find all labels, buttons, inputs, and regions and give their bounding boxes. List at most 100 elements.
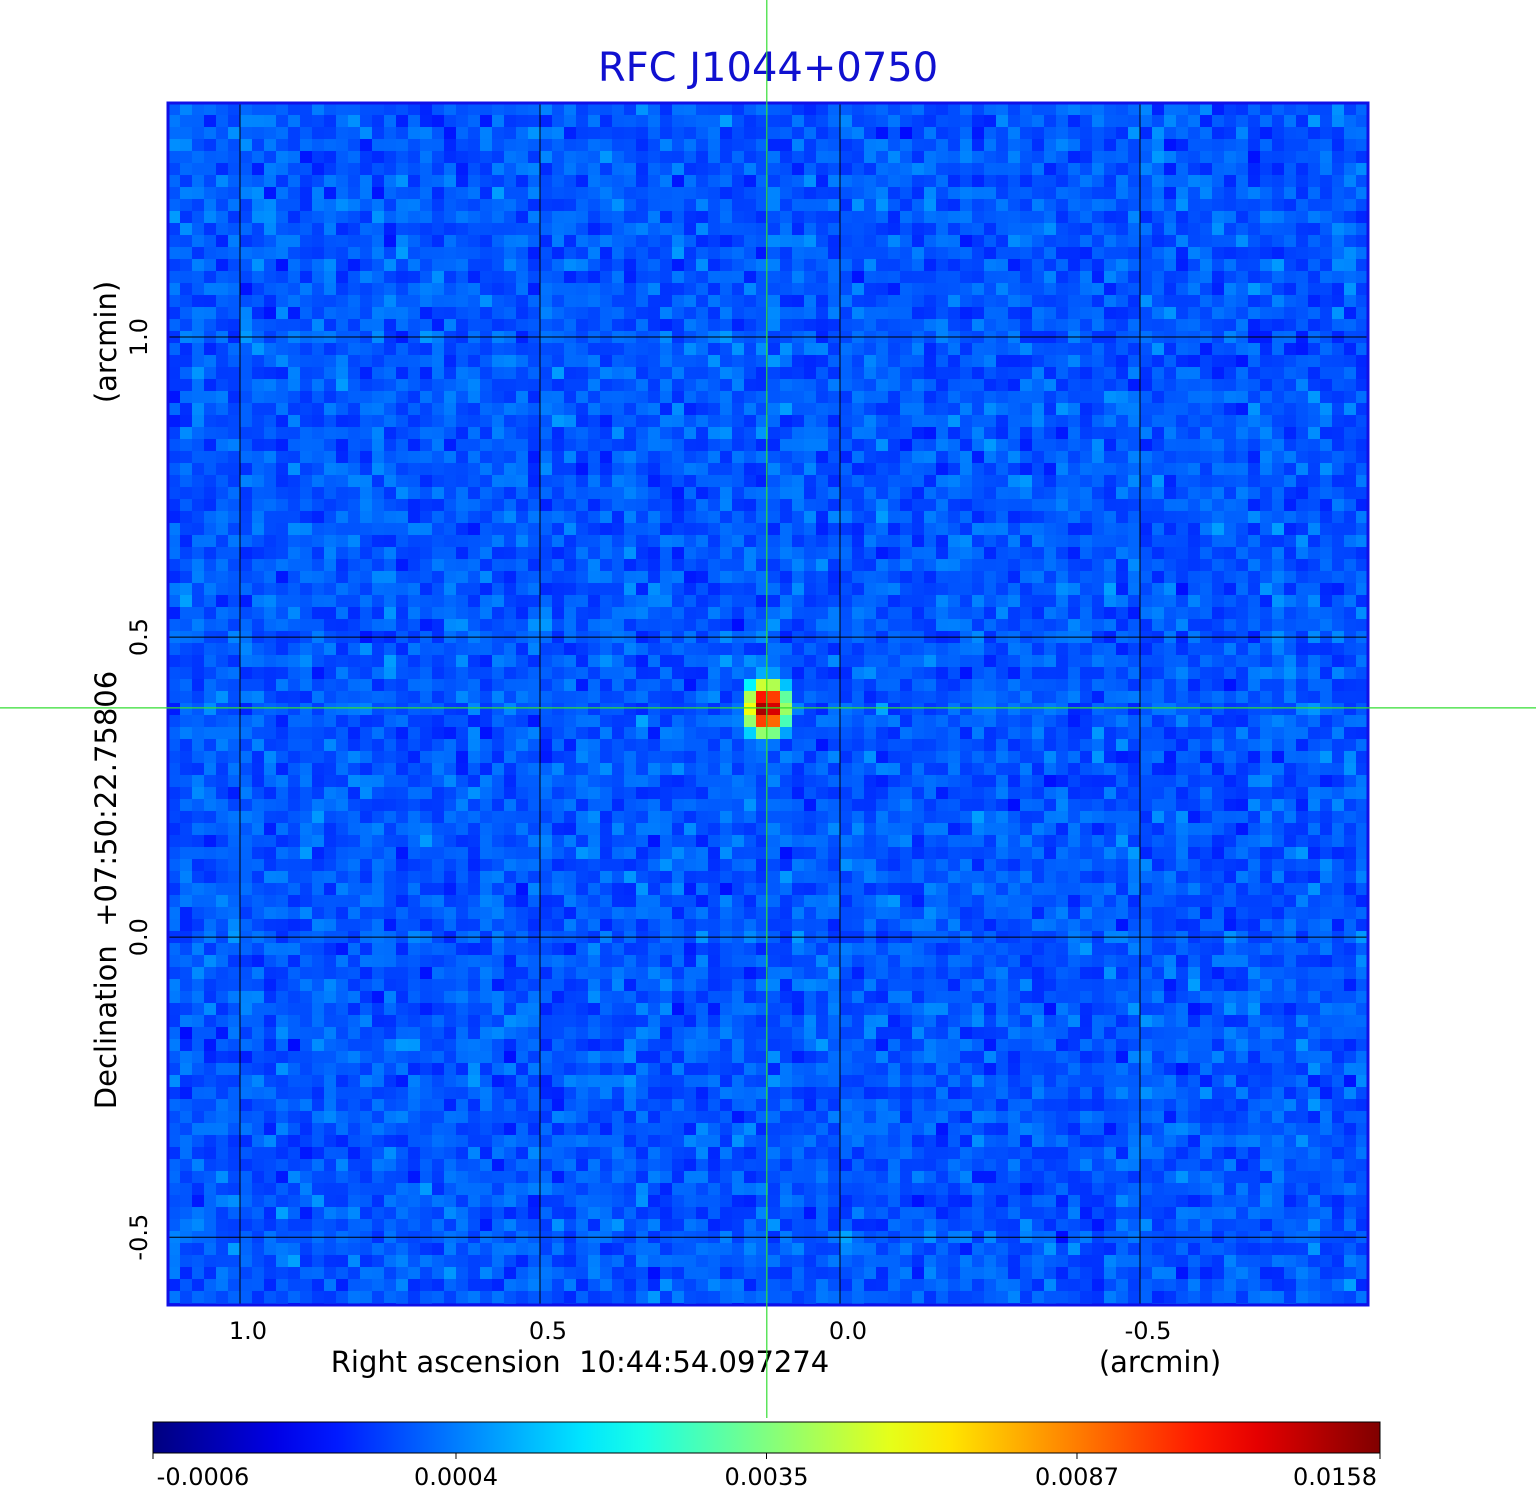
image-pixel [684,355,696,367]
image-pixel [588,187,600,199]
image-pixel [324,511,336,523]
image-pixel [660,355,672,367]
image-pixel [600,127,612,139]
image-pixel [1224,151,1236,163]
image-pixel [1188,319,1200,331]
image-pixel [912,535,924,547]
image-pixel [180,595,192,607]
image-pixel [1272,415,1284,427]
image-pixel [1224,259,1236,271]
image-pixel [444,475,456,487]
image-pixel [576,103,588,115]
image-pixel [684,259,696,271]
image-pixel [1008,535,1020,547]
image-pixel [324,223,336,235]
image-pixel [1344,223,1356,235]
image-pixel [204,415,216,427]
image-pixel [432,475,444,487]
image-pixel [588,487,600,499]
image-pixel [1116,595,1128,607]
image-pixel [636,547,648,559]
image-pixel [372,655,384,667]
image-pixel [204,343,216,355]
image-pixel [780,127,792,139]
image-pixel [1068,415,1080,427]
image-pixel [1044,595,1056,607]
image-pixel [1248,355,1260,367]
image-pixel [1104,415,1116,427]
image-pixel [1320,547,1332,559]
image-pixel [1080,259,1092,271]
image-pixel [276,571,288,583]
image-pixel [588,343,600,355]
image-pixel [696,415,708,427]
image-pixel [768,427,780,439]
image-pixel [1092,487,1104,499]
image-pixel [840,355,852,367]
image-pixel [696,163,708,175]
image-pixel [312,619,324,631]
image-pixel [924,139,936,151]
image-pixel [420,499,432,511]
image-pixel [372,643,384,655]
image-pixel [444,283,456,295]
image-pixel [492,451,504,463]
image-pixel [1236,223,1248,235]
image-pixel [1008,679,1020,691]
image-pixel [972,355,984,367]
image-pixel [1248,103,1260,115]
image-pixel [1140,403,1152,415]
image-pixel [696,283,708,295]
image-pixel [1140,487,1152,499]
image-pixel [444,655,456,667]
image-pixel [252,223,264,235]
image-pixel [228,463,240,475]
image-pixel [228,679,240,691]
image-pixel [600,667,612,679]
image-pixel [876,655,888,667]
image-pixel [396,583,408,595]
image-pixel [720,643,732,655]
image-pixel [516,451,528,463]
image-pixel [1068,499,1080,511]
image-pixel [444,259,456,271]
image-pixel [876,475,888,487]
image-pixel [576,595,588,607]
image-pixel [348,319,360,331]
image-pixel [936,355,948,367]
image-pixel [816,247,828,259]
image-pixel [1284,655,1296,667]
image-pixel [888,355,900,367]
image-pixel [336,307,348,319]
image-pixel [660,547,672,559]
image-pixel [276,487,288,499]
image-pixel [684,103,696,115]
image-pixel [312,355,324,367]
image-pixel [876,103,888,115]
image-pixel [816,379,828,391]
image-pixel [1056,655,1068,667]
image-pixel [408,295,420,307]
image-pixel [216,655,228,667]
image-pixel [408,367,420,379]
image-pixel [624,199,636,211]
image-pixel [828,499,840,511]
image-pixel [1140,343,1152,355]
image-pixel [804,403,816,415]
image-pixel [828,139,840,151]
image-pixel [396,379,408,391]
image-pixel [696,463,708,475]
image-pixel [804,151,816,163]
image-pixel [1164,523,1176,535]
image-pixel [1152,643,1164,655]
image-pixel [420,163,432,175]
image-pixel [768,499,780,511]
image-pixel [192,283,204,295]
image-pixel [1236,415,1248,427]
image-pixel [336,175,348,187]
image-pixel [492,235,504,247]
image-pixel [264,571,276,583]
image-pixel [1128,595,1140,607]
image-pixel [792,151,804,163]
image-pixel [1116,475,1128,487]
